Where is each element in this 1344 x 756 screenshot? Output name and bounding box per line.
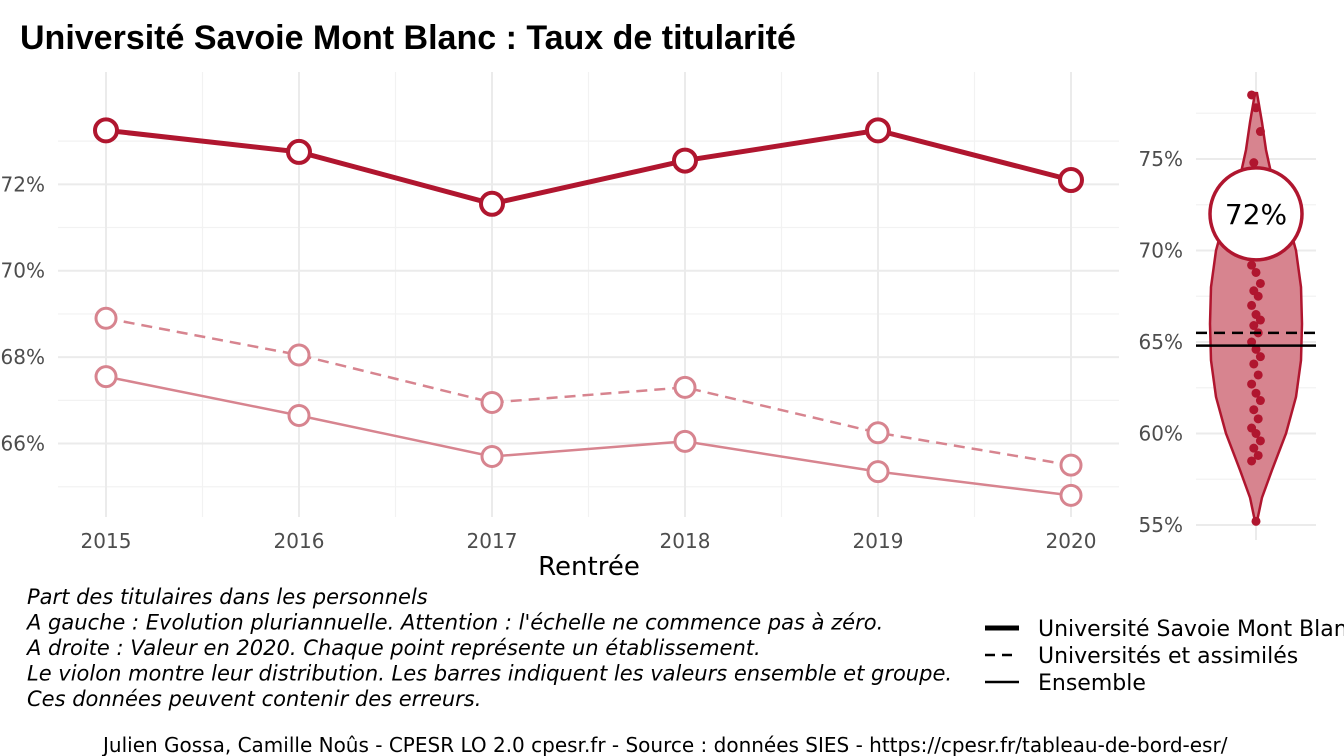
violin-point (1247, 456, 1257, 466)
series-line (105, 375, 1072, 497)
series-point (673, 429, 697, 453)
series-point (865, 117, 891, 144)
caption-line: Part des titulaires dans les personnels (27, 585, 428, 609)
caption-line: A gauche : Evolution pluriannuelle. Atte… (25, 611, 883, 635)
violin-point (1247, 90, 1257, 100)
violin-point (1249, 359, 1259, 369)
violin-point (1253, 414, 1263, 424)
y-tick-label: 70% (1, 259, 45, 283)
series-point (866, 421, 890, 445)
violin-point (1253, 450, 1263, 460)
series-line (105, 317, 1072, 467)
series-point (94, 365, 118, 389)
line-chart-panel: 66% 68% 70% 72% 2015 2016 2017 2018 2019 2020 Re… (1, 72, 1119, 582)
legend: Université Savoie Mont BlancUniversités … (985, 617, 1344, 696)
highlight-circle (1208, 166, 1304, 262)
left-x-tick-labels: 2015 2016 2017 2018 2019 2020 (81, 529, 1097, 553)
violin-point (1251, 388, 1261, 398)
chart-title: Université Savoie Mont Blanc : Taux de t… (20, 19, 796, 57)
left-grid (58, 72, 1119, 517)
violin-point (1247, 300, 1257, 310)
y-tick-label: 65% (1139, 330, 1183, 354)
y-tick-label: 68% (1, 345, 45, 369)
series-point (286, 138, 312, 165)
legend-label: Université Savoie Mont Blanc (1038, 617, 1344, 642)
violin-point (1251, 344, 1261, 354)
legend-label: Universités et assimilés (1038, 644, 1298, 669)
y-tick-label: 70% (1139, 239, 1183, 263)
violin-point (1249, 158, 1259, 168)
reference-bars (1196, 331, 1316, 347)
x-tick-label: 2020 (1046, 529, 1097, 553)
series-point (672, 147, 698, 174)
y-tick-label: 55% (1139, 513, 1183, 537)
caption-line: Ces données peuvent contenir des erreurs… (27, 687, 481, 711)
caption-block: Part des titulaires dans les personnelsA… (25, 585, 952, 711)
series-point (480, 391, 504, 415)
x-tick-label: 2019 (853, 529, 904, 553)
caption-line: A droite : Valeur en 2020. Chaque point … (25, 636, 761, 660)
series-point (93, 117, 119, 144)
caption-line: Le violon montre leur distribution. Les … (27, 662, 952, 686)
violin-point (1249, 405, 1259, 415)
line-series-group (93, 117, 1084, 507)
left-y-tick-labels: 66% 68% 70% 72% (1, 172, 45, 455)
series-point (673, 375, 697, 399)
violin-point (1255, 396, 1265, 406)
violin-point (1253, 370, 1263, 380)
violin-point (1255, 315, 1265, 325)
series-point (287, 343, 311, 367)
series-line (105, 127, 1072, 207)
violin-point (1249, 321, 1259, 331)
legend-label: Ensemble (1038, 671, 1146, 696)
y-tick-label: 75% (1139, 147, 1183, 171)
source-note: Julien Gossa, Camille Noûs - CPESR LO 2.… (101, 733, 1228, 756)
violin-chart-panel: 55% 60% 65% 70% 75% 72% (1139, 72, 1316, 540)
violin-point (1253, 291, 1263, 301)
x-tick-label: 2015 (81, 529, 132, 553)
violin-point (1249, 443, 1259, 453)
series-point (287, 403, 311, 427)
series-point (94, 306, 118, 330)
x-tick-label: 2017 (467, 529, 518, 553)
violin-point (1255, 127, 1265, 137)
violin-point (1251, 267, 1261, 277)
series-point (480, 445, 504, 469)
violin-point (1255, 352, 1265, 362)
violin-point (1247, 260, 1257, 270)
y-tick-label: 60% (1139, 422, 1183, 446)
y-tick-label: 66% (1, 432, 45, 456)
y-tick-label: 72% (1, 172, 45, 196)
violin-point (1247, 379, 1257, 389)
violin-point (1251, 516, 1261, 526)
violin-point (1251, 103, 1261, 113)
series-point (1059, 483, 1083, 507)
x-tick-label: 2018 (660, 529, 711, 553)
series-point (479, 190, 505, 217)
right-y-tick-labels: 55% 60% 65% 70% 75% (1139, 147, 1183, 537)
violin-point (1255, 436, 1265, 446)
x-tick-label: 2016 (274, 529, 325, 553)
series-point (1058, 167, 1084, 194)
highlight-bubble: 72% (1208, 166, 1304, 262)
highlight-label: 72% (1225, 198, 1287, 231)
violin-point (1247, 337, 1257, 347)
x-axis-label: Rentrée (538, 552, 640, 582)
violin-point (1251, 429, 1261, 438)
series-point (866, 460, 890, 484)
series-point (1059, 453, 1083, 477)
violin-point (1255, 278, 1265, 288)
